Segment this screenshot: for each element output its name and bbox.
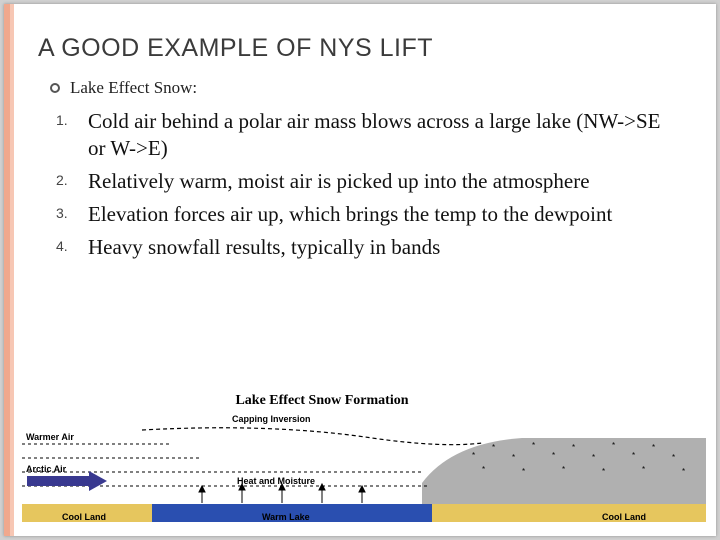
label-warmer-air: Warmer Air (26, 432, 74, 442)
cool-land-right (432, 504, 706, 522)
svg-text:*: * (562, 465, 565, 474)
list-item: 4. Heavy snowfall results, typically in … (56, 234, 676, 261)
list-text: Relatively warm, moist air is picked up … (88, 168, 590, 195)
up-arrows (199, 484, 365, 503)
list-item: 3. Elevation forces air up, which brings… (56, 201, 676, 228)
svg-text:*: * (512, 453, 515, 462)
subtitle-row: Lake Effect Snow: (50, 78, 197, 98)
label-cool-land-right: Cool Land (602, 512, 646, 522)
list-number: 1. (56, 108, 88, 128)
list-text: Heavy snowfall results, typically in ban… (88, 234, 440, 261)
label-warm-lake: Warm Lake (262, 512, 310, 522)
numbered-list: 1. Cold air behind a polar air mass blow… (56, 108, 676, 266)
svg-text:*: * (642, 465, 645, 474)
list-item: 2. Relatively warm, moist air is picked … (56, 168, 676, 195)
svg-text:*: * (572, 443, 575, 452)
page-title: A GOOD EXAMPLE OF NYS LIFT (38, 34, 433, 63)
svg-text:*: * (652, 443, 655, 452)
lake-effect-diagram: Lake Effect Snow Formation (22, 388, 706, 528)
svg-text:*: * (532, 441, 535, 450)
bullet-icon (50, 83, 60, 93)
list-number: 4. (56, 234, 88, 254)
list-text: Cold air behind a polar air mass blows a… (88, 108, 676, 162)
svg-text:*: * (602, 467, 605, 476)
diagram-title: Lake Effect Snow Formation (235, 393, 408, 408)
svg-text:*: * (522, 467, 525, 476)
label-heat-moist: Heat and Moisture (237, 476, 315, 486)
svg-text:*: * (682, 467, 685, 476)
label-cool-land-left: Cool Land (62, 512, 106, 522)
list-number: 3. (56, 201, 88, 221)
accent-bar-inner (10, 4, 14, 536)
svg-text:*: * (552, 451, 555, 460)
svg-text:*: * (472, 451, 475, 460)
svg-text:*: * (492, 443, 495, 452)
svg-text:*: * (612, 441, 615, 450)
svg-text:*: * (482, 465, 485, 474)
label-arctic-air: Arctic Air (26, 464, 67, 474)
svg-text:*: * (632, 451, 635, 460)
list-number: 2. (56, 168, 88, 188)
list-text: Elevation forces air up, which brings th… (88, 201, 612, 228)
arctic-air-arrow (27, 471, 107, 491)
capping-line (142, 428, 482, 445)
svg-text:*: * (592, 453, 595, 462)
list-item: 1. Cold air behind a polar air mass blow… (56, 108, 676, 162)
svg-text:*: * (672, 453, 675, 462)
slide: A GOOD EXAMPLE OF NYS LIFT Lake Effect S… (4, 4, 716, 536)
subtitle-text: Lake Effect Snow: (70, 78, 197, 98)
label-capping: Capping Inversion (232, 414, 311, 424)
